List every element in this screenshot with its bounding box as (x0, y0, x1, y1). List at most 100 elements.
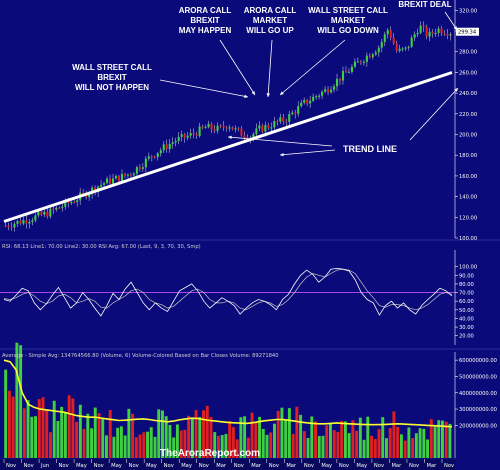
volume-bar (202, 410, 205, 458)
volume-bar (358, 417, 362, 458)
candle-body (335, 78, 339, 87)
rsi-panel: 20.00 30.00 40.00 50.00 60.00 70.00 80.00 90.00… (0, 250, 500, 350)
price-y-tick-label: 200.00 (459, 133, 477, 139)
volume-bar (314, 421, 317, 458)
volume-bar (228, 421, 232, 458)
candle-body (103, 183, 106, 185)
price-y-tick-label: 120.00 (459, 215, 477, 221)
volume-bar (41, 397, 45, 458)
volume-bar (336, 431, 340, 458)
candle-body (380, 41, 383, 48)
candle-body (413, 34, 416, 38)
watermark: TheAroraReport.com (160, 448, 260, 459)
volume-bar (246, 437, 250, 458)
candle-body (82, 192, 85, 194)
annotation-arora-may-line: BREXIT (190, 16, 219, 25)
candle-body (111, 178, 115, 184)
candle-body (386, 30, 389, 35)
candle-body (365, 55, 368, 62)
x-axis-tick-label: Nov (269, 463, 279, 469)
x-axis-tick-label: Nov (129, 463, 139, 469)
volume-bar (258, 416, 261, 458)
candle-body (4, 225, 7, 227)
candle-body (180, 134, 183, 137)
volume-bar (49, 432, 52, 458)
x-axis-tick-label: May (111, 463, 122, 469)
volume-bar (418, 428, 422, 458)
candle-body (73, 201, 76, 203)
volume-bar (161, 410, 164, 458)
volume-bar (321, 435, 325, 458)
candle-body (88, 193, 91, 198)
candle-body (159, 150, 162, 154)
candle-body (276, 121, 279, 123)
x-axis-tick-label: Nov (199, 463, 209, 469)
candle-body (70, 201, 73, 203)
candle-body (359, 61, 362, 63)
candle-body (231, 127, 234, 130)
candle-body (347, 71, 351, 73)
candle-body (332, 86, 336, 90)
volume-bar (243, 416, 247, 458)
volume-y-tick-label: 600000000.00 (459, 358, 497, 364)
annotation-arora-up-line: WILL GO UP (246, 26, 294, 35)
annotation-arora-up-arrow (267, 39, 273, 98)
candle-body (356, 61, 359, 63)
candle-body (362, 61, 365, 63)
candle-body (321, 91, 324, 96)
candle-body (309, 100, 312, 104)
candle-body (43, 211, 46, 215)
rsi-y-tick-label: 100.00 (459, 265, 477, 271)
volume-bar (325, 425, 329, 458)
candle-body (437, 28, 440, 33)
volume-bar (287, 408, 291, 458)
candle-body (243, 135, 246, 138)
candle-body (28, 221, 31, 224)
candle-body (117, 176, 121, 182)
price-y-tick-label: 180.00 (459, 153, 477, 159)
candle-body (234, 128, 237, 130)
volume-y-tick-label: 500000000.00 (459, 374, 497, 380)
candle-body (371, 54, 374, 58)
price-y-tick-label: 320.00 (459, 8, 477, 14)
x-axis-tick-label: Nov (234, 463, 244, 469)
x-axis-tick-label: Nov (374, 463, 384, 469)
volume-bar (209, 417, 213, 458)
candle-body (434, 32, 437, 34)
annotation-ws-not-line: WALL STREET CALL (72, 63, 152, 72)
volume-bar (34, 416, 37, 458)
volume-bar (444, 421, 448, 458)
volume-bar (75, 421, 79, 458)
candle-body (153, 156, 156, 158)
candle-body (213, 129, 216, 131)
volume-bar (306, 437, 310, 458)
candle-body (52, 208, 55, 210)
volume-bar (198, 417, 202, 458)
candle-body (34, 215, 37, 221)
candle-body (58, 207, 61, 209)
candle-body (105, 178, 109, 184)
annotation-arora-up-arrowhead (266, 93, 270, 97)
volume-bar (366, 416, 370, 458)
x-axis-tick-label: May (181, 463, 192, 469)
candle-body (13, 223, 16, 228)
candle-body (165, 144, 168, 149)
annotation-deal-line: BREXIT DEAL (398, 0, 451, 9)
price-y-tick-label: 240.00 (459, 91, 477, 97)
rsi-y-tick-label: 60.00 (459, 299, 474, 305)
candle-body (449, 34, 452, 36)
candle-body (273, 121, 276, 128)
candle-body (201, 126, 204, 128)
candle-body (22, 220, 25, 224)
annotation-deal-arrow (444, 11, 458, 31)
volume-bar (93, 407, 97, 458)
volume-bar (45, 409, 49, 458)
annotation-ws-not-line: BREXIT (97, 73, 126, 82)
volume-bar (231, 427, 235, 458)
volume-bar (284, 419, 288, 458)
candle-body (174, 141, 177, 143)
volume-bar (373, 439, 377, 458)
annotation-trend-arrow (409, 87, 459, 141)
volume-bar (302, 431, 306, 458)
volume-y-tick-label: 200000000.00 (459, 423, 497, 429)
